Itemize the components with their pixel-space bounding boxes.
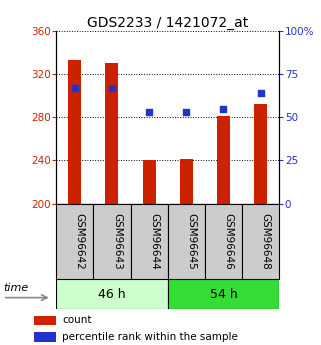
Text: GSM96642: GSM96642 — [75, 213, 85, 269]
Text: GSM96644: GSM96644 — [149, 213, 159, 269]
Text: percentile rank within the sample: percentile rank within the sample — [62, 332, 238, 342]
Point — [221, 106, 226, 111]
FancyBboxPatch shape — [205, 204, 242, 279]
FancyBboxPatch shape — [56, 279, 168, 309]
FancyBboxPatch shape — [93, 204, 131, 279]
Bar — [34, 315, 56, 325]
Bar — [180, 159, 193, 204]
Bar — [143, 160, 156, 204]
FancyBboxPatch shape — [168, 204, 205, 279]
FancyBboxPatch shape — [242, 204, 279, 279]
Point — [109, 85, 115, 91]
Bar — [217, 116, 230, 204]
Text: GSM96645: GSM96645 — [186, 213, 196, 269]
Text: GSM96643: GSM96643 — [112, 213, 122, 269]
Point — [72, 85, 77, 91]
Point — [147, 109, 152, 115]
FancyBboxPatch shape — [168, 279, 279, 309]
Text: GSM96648: GSM96648 — [261, 213, 271, 269]
Bar — [68, 60, 81, 204]
Bar — [105, 63, 118, 204]
Bar — [34, 332, 56, 342]
Text: count: count — [62, 315, 91, 325]
Point — [184, 109, 189, 115]
Title: GDS2233 / 1421072_at: GDS2233 / 1421072_at — [87, 16, 248, 30]
Text: time: time — [3, 283, 28, 293]
Bar — [254, 104, 267, 204]
Text: GSM96646: GSM96646 — [223, 213, 233, 269]
Text: 54 h: 54 h — [210, 288, 237, 300]
Text: 46 h: 46 h — [98, 288, 126, 300]
FancyBboxPatch shape — [131, 204, 168, 279]
Point — [258, 90, 263, 96]
FancyBboxPatch shape — [56, 204, 93, 279]
